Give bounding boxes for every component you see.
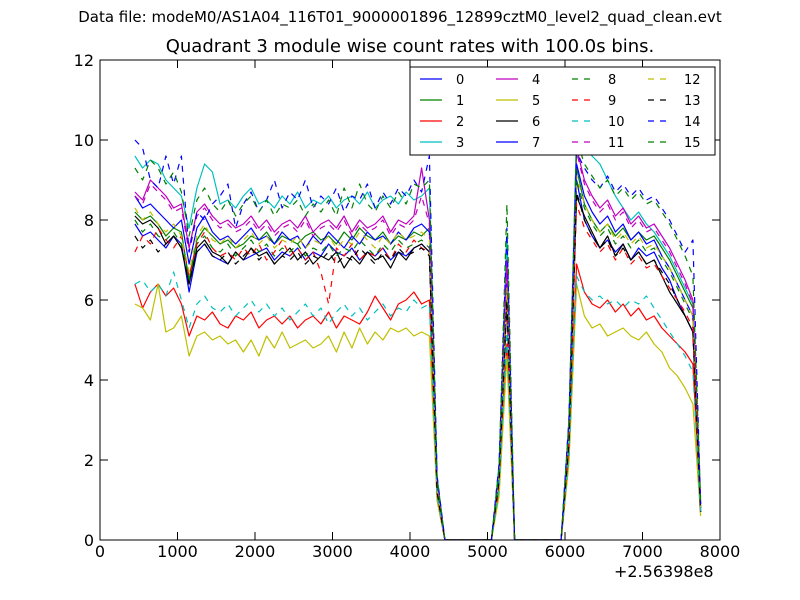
legend-label-13: 13 [684, 94, 701, 109]
series-layer [134, 131, 702, 540]
y-tick-label: 12 [74, 51, 94, 70]
legend-label-15: 15 [684, 136, 701, 151]
x-axis-offset-label: +2.56398e8 [614, 562, 714, 581]
series-line-15 [134, 139, 702, 540]
legend-label-10: 10 [608, 115, 625, 130]
y-tick-label: 4 [84, 371, 94, 390]
y-tick-label: 10 [74, 131, 94, 150]
x-tick-label: 3000 [312, 542, 353, 561]
x-tick-label: 5000 [467, 542, 508, 561]
x-tick-label: 2000 [235, 542, 276, 561]
legend-label-14: 14 [684, 115, 701, 130]
series-line-4 [134, 147, 702, 540]
series-line-11 [134, 151, 702, 540]
legend-label-7: 7 [532, 136, 540, 151]
series-line-12 [134, 175, 702, 540]
x-tick-label: 8000 [700, 542, 741, 561]
series-line-10 [134, 271, 702, 540]
legend-label-4: 4 [532, 73, 540, 88]
series-line-13 [134, 191, 702, 540]
series-line-2 [134, 263, 702, 540]
series-line-6 [134, 195, 702, 540]
series-line-5 [134, 283, 702, 540]
series-line-7 [134, 163, 702, 540]
chart-title: Quadrant 3 module wise count rates with … [165, 36, 655, 57]
series-line-14 [134, 139, 702, 540]
legend-label-12: 12 [684, 73, 701, 88]
legend-label-6: 6 [532, 115, 540, 130]
legend-box [409, 66, 716, 156]
series-line-8 [134, 179, 702, 540]
x-tick-label: 0 [95, 542, 105, 561]
legend-label-5: 5 [532, 94, 540, 109]
x-tick-label: 4000 [390, 542, 431, 561]
legend-label-9: 9 [608, 94, 616, 109]
legend-label-3: 3 [456, 136, 464, 151]
y-tick-label: 6 [84, 291, 94, 310]
y-tick-label: 0 [84, 531, 94, 550]
y-tick-label: 2 [84, 451, 94, 470]
x-tick-label: 1000 [157, 542, 198, 561]
y-tick-label: 8 [84, 211, 94, 230]
x-axis: 0 1000 2000 3000 4000 5000 6000 7000 8000 [95, 60, 740, 561]
legend-label-2: 2 [456, 115, 464, 130]
legend-label-0: 0 [456, 73, 464, 88]
legend-label-1: 1 [456, 94, 464, 109]
x-tick-label: 7000 [622, 542, 663, 561]
x-tick-label: 6000 [545, 542, 586, 561]
legend-label-11: 11 [608, 136, 625, 151]
legend-label-8: 8 [608, 73, 616, 88]
figure-suptitle: Data file: modeM0/AS1A04_116T01_90000018… [78, 8, 722, 26]
